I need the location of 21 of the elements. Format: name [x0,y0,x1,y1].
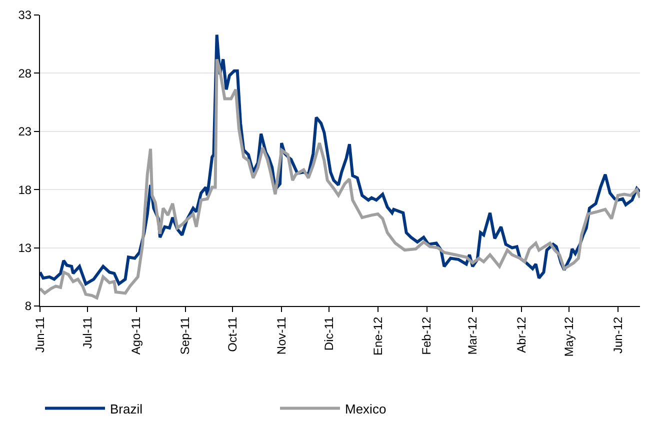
x-tick-label: Oct-11 [226,316,240,352]
x-tick-label: Feb-12 [420,316,434,355]
y-tick-label: 23 [18,124,32,139]
x-tick-label: Ago-11 [129,316,144,355]
x-tick-label: Abr-12 [514,316,528,353]
x-tick-label: Jun-12 [610,316,625,354]
x-tick-label: Nov-11 [274,316,288,355]
y-tick-label: 8 [24,299,32,314]
y-tick-label: 28 [18,66,32,80]
x-tick-label: Sep-11 [178,316,192,355]
x-tick-label: Dic-11 [322,316,336,351]
x-tick-label: Jul-11 [80,316,94,349]
legend-label: Mexico [345,401,386,416]
x-tick-label: Ene-12 [370,316,385,356]
x-tick-label: Jun-11 [32,316,47,353]
x-tick-label: May-12 [562,316,576,357]
y-tick-label: 18 [18,182,32,197]
x-tick-label: Mar-12 [466,316,480,355]
y-tick-label: 13 [18,241,32,255]
y-tick-label: 33 [18,8,32,22]
legend-label: Brazil [110,401,143,416]
